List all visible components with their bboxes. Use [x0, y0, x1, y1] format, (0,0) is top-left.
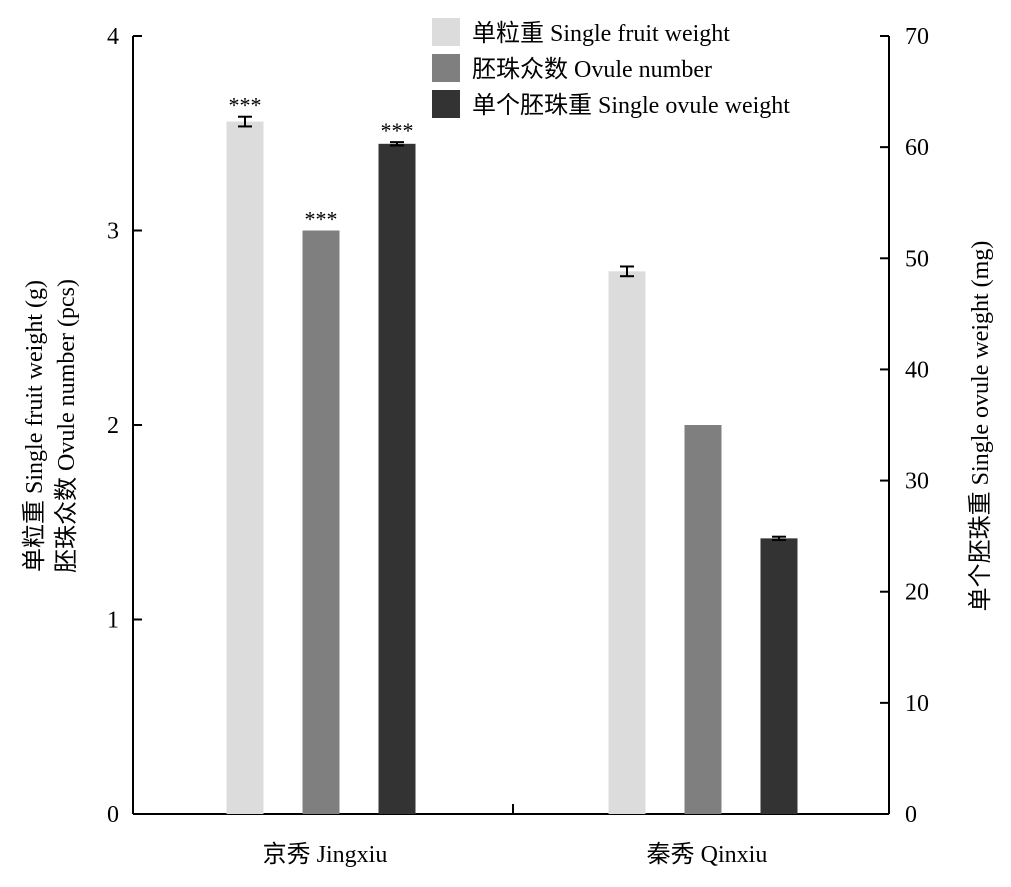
- y-left-axis-title-line1: 单粒重 Single fruit weight (g): [21, 280, 48, 572]
- y-right-axis-title: 单个胚珠重 Single ovule weight (mg): [967, 241, 994, 612]
- y-left-tick-label: 0: [107, 802, 119, 828]
- y-left-tick-label: 1: [107, 608, 119, 634]
- y-right-tick-label: 0: [905, 802, 917, 828]
- y-right-tick-label: 10: [905, 691, 929, 717]
- significance-label: ***: [229, 93, 262, 118]
- legend-label: 胚珠众数 Ovule number: [472, 56, 712, 83]
- bar: [302, 230, 340, 814]
- bars: *** *** *** 京秀 Jingxiu 秦秀 Qinxiu: [226, 93, 798, 868]
- y-right-tick-label: 60: [905, 135, 929, 161]
- bar: [226, 121, 264, 814]
- x-category-label: 京秀 Jingxiu: [263, 841, 388, 868]
- significance-label: ***: [381, 118, 414, 143]
- bar: [684, 425, 722, 814]
- y-right-tick-label: 30: [905, 469, 929, 495]
- y-right-tick-label: 40: [905, 357, 929, 383]
- legend: 单粒重 Single fruit weight 胚珠众数 Ovule number…: [432, 18, 790, 119]
- legend-swatch: [432, 90, 460, 118]
- bar: [378, 143, 416, 814]
- y-left-tick-label: 4: [107, 24, 119, 50]
- bar: [608, 271, 646, 815]
- y-right-tick-label: 50: [905, 246, 929, 272]
- y-left-axis-title-line2: 胚珠众数 Ovule number (pcs): [53, 279, 80, 573]
- y-left-tick-label: 3: [107, 219, 119, 245]
- y-right-tick-label: 20: [905, 580, 929, 606]
- y-right-tick-label: 70: [905, 24, 929, 50]
- legend-swatch: [432, 18, 460, 46]
- y-left-tick-label: 2: [107, 413, 119, 439]
- x-category-label: 秦秀 Qinxiu: [647, 841, 768, 868]
- legend-label: 单个胚珠重 Single ovule weight: [472, 92, 790, 119]
- legend-label: 单粒重 Single fruit weight: [472, 20, 730, 47]
- significance-label: ***: [305, 207, 338, 232]
- legend-swatch: [432, 54, 460, 82]
- bar: [760, 538, 798, 814]
